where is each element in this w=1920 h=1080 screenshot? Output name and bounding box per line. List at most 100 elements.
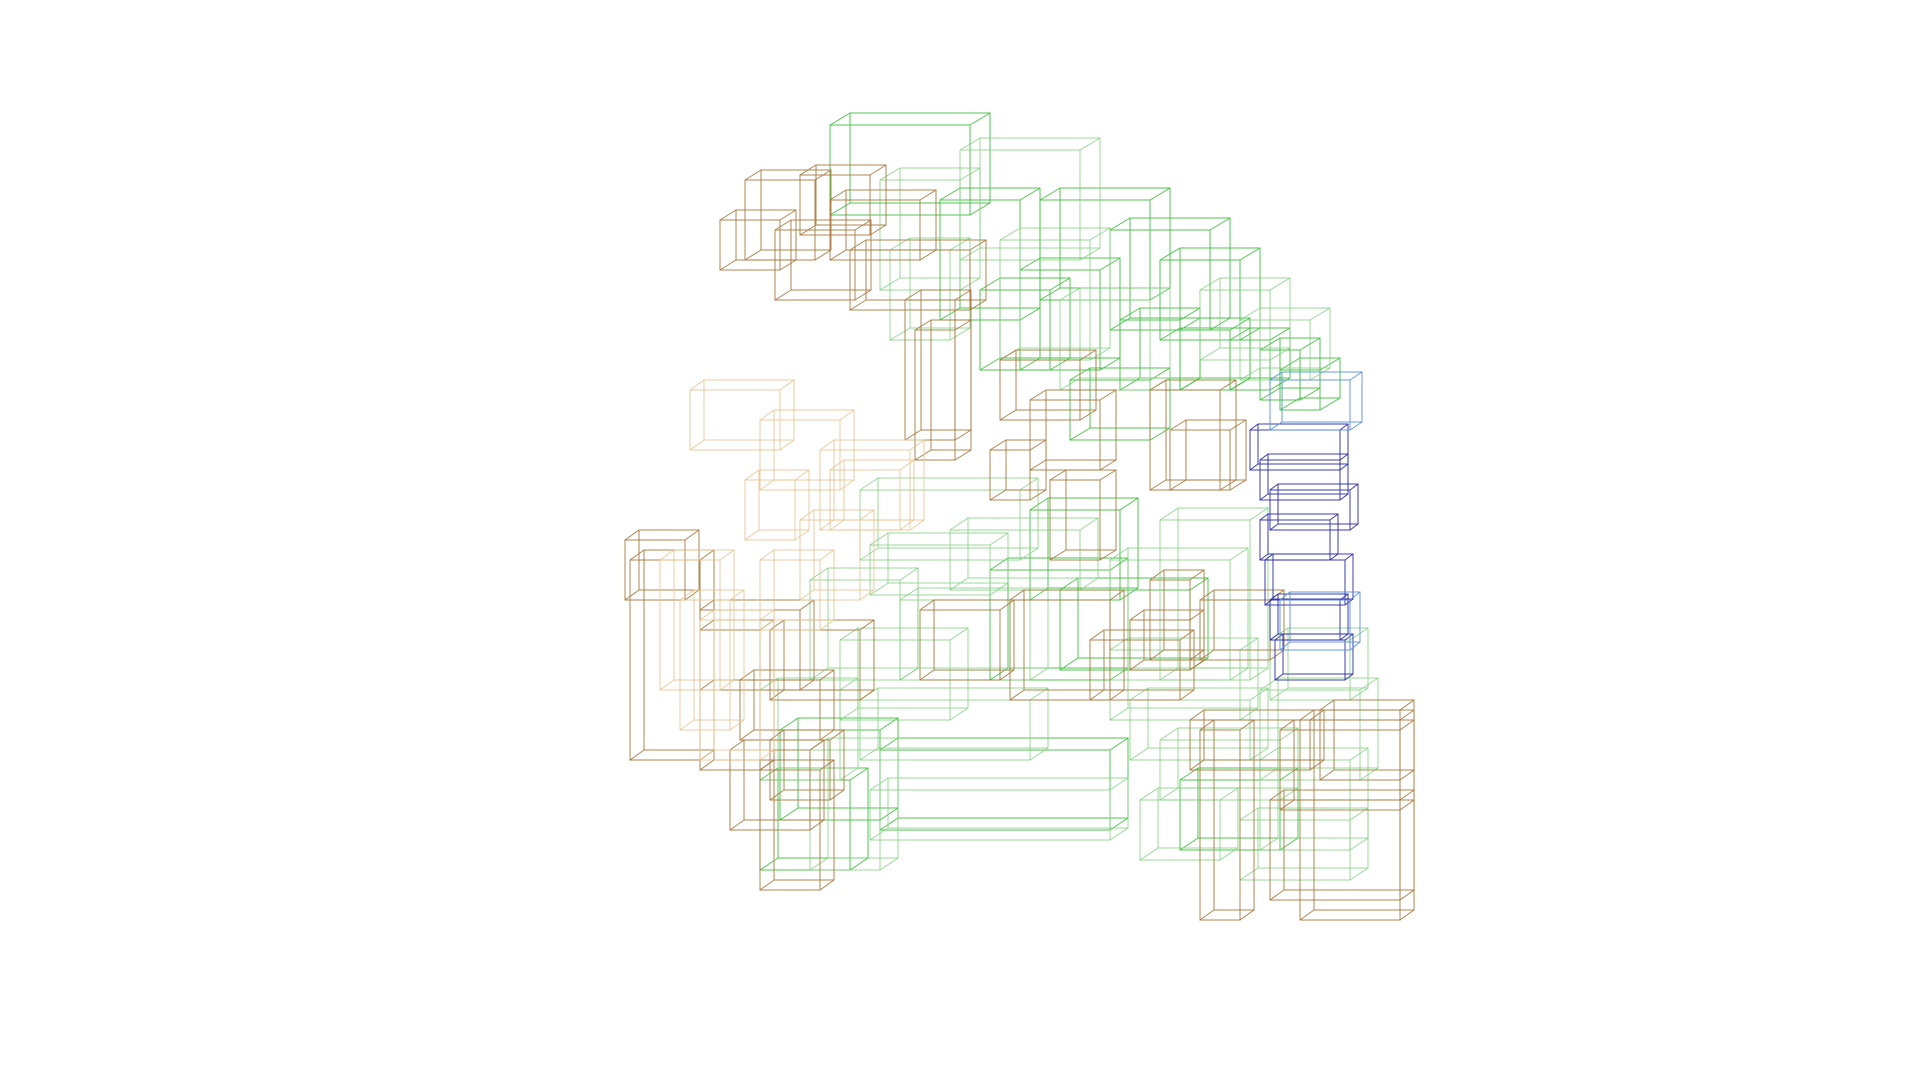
- box-edge: [1109, 777, 1129, 791]
- box-front-face: [744, 479, 796, 541]
- box-edge: [1399, 799, 1415, 811]
- box-back-face: [815, 164, 887, 226]
- wireframe-box: [1269, 483, 1359, 531]
- box-edge: [1239, 307, 1261, 321]
- box-edge: [1179, 689, 1195, 701]
- box-edge: [1049, 277, 1071, 291]
- box-edge: [869, 777, 889, 791]
- box-back-face: [1005, 439, 1047, 491]
- box-edge: [699, 599, 715, 611]
- wireframe-box: [1269, 789, 1415, 901]
- wireframe-box: [809, 567, 919, 681]
- box-edge: [719, 679, 735, 691]
- box-front-face: [659, 559, 721, 691]
- box-edge: [769, 729, 785, 741]
- box-edge: [769, 789, 785, 801]
- box-back-face: [1272, 553, 1354, 600]
- box-edge: [879, 857, 899, 871]
- box-edge: [919, 249, 937, 261]
- wireframe-box: [1259, 677, 1379, 781]
- box-edge: [1229, 667, 1249, 681]
- box-edge: [1019, 547, 1039, 561]
- box-edge: [1099, 357, 1121, 371]
- box-edge: [859, 689, 875, 701]
- box-edge: [689, 379, 705, 391]
- box-edge: [659, 549, 675, 561]
- wireframe-box: [1049, 469, 1117, 561]
- box-edge: [949, 627, 969, 641]
- box-edge: [869, 164, 887, 176]
- box-edge: [1099, 389, 1117, 401]
- box-front-face: [1264, 559, 1346, 606]
- box-front-face: [1259, 459, 1341, 501]
- box-edge: [799, 589, 815, 601]
- box-edge: [1309, 367, 1331, 381]
- box-edge: [819, 759, 835, 771]
- box-edge: [859, 547, 879, 561]
- wireframe-box: [1259, 453, 1349, 501]
- box-edge: [809, 739, 825, 751]
- box-edge: [774, 219, 792, 231]
- box-edge: [869, 532, 889, 546]
- wireframe-box: [919, 599, 1015, 681]
- wireframe-box: [989, 557, 1129, 681]
- box-edge: [759, 409, 775, 421]
- box-edge: [779, 717, 799, 731]
- box-edge: [1149, 379, 1167, 391]
- box-back-face: [790, 219, 872, 291]
- box-edge: [1399, 709, 1415, 721]
- box-edge: [1059, 577, 1079, 591]
- box-edge: [859, 477, 879, 491]
- box-back-face: [1177, 507, 1269, 669]
- box-front-face: [879, 179, 961, 291]
- box-edge: [1344, 553, 1354, 561]
- box-back-face: [1077, 577, 1209, 659]
- box-edge: [1169, 419, 1187, 431]
- box-back-face: [827, 567, 919, 669]
- box-front-face: [919, 609, 1001, 681]
- box-front-face: [1139, 799, 1221, 861]
- wireframe-box: [879, 167, 981, 291]
- wireframe-box: [979, 277, 1071, 371]
- box-edge: [699, 549, 715, 561]
- box-edge: [959, 167, 981, 181]
- wireframe-box: [899, 587, 1049, 681]
- wireframe-box: [629, 549, 715, 761]
- box-edge: [744, 249, 762, 261]
- wireframe-box: [1249, 423, 1349, 471]
- box-edge: [1279, 591, 1291, 601]
- box-front-face: [759, 769, 821, 891]
- box-front-face: [1259, 759, 1351, 851]
- box-edge: [659, 679, 675, 691]
- box-edge: [1169, 479, 1187, 491]
- box-back-face: [1197, 767, 1299, 839]
- box-edge: [1279, 799, 1295, 811]
- box-edge: [1029, 667, 1049, 681]
- box-edge: [1109, 827, 1129, 841]
- box-edge: [1349, 867, 1369, 881]
- box-edge: [1249, 423, 1259, 431]
- box-edge: [1239, 807, 1259, 821]
- box-edge: [1349, 641, 1361, 651]
- box-front-face: [1279, 599, 1351, 651]
- box-edge: [1239, 719, 1255, 731]
- box-edge: [819, 619, 835, 631]
- wireframe-box: [1129, 687, 1269, 761]
- box-edge: [1109, 737, 1129, 751]
- box-edge: [1249, 463, 1259, 471]
- box-edge: [914, 449, 932, 461]
- box-edge: [814, 249, 832, 261]
- box-back-face: [1065, 469, 1117, 551]
- box-edge: [1179, 317, 1201, 331]
- box-back-face: [777, 677, 859, 769]
- box-edge: [689, 439, 705, 451]
- box-edge: [1269, 687, 1289, 701]
- box-edge: [1259, 553, 1269, 561]
- box-front-face: [1149, 389, 1221, 491]
- box-edge: [1139, 787, 1159, 801]
- wireframe-box: [1239, 807, 1369, 881]
- box-edge: [809, 567, 829, 581]
- box-edge: [1349, 421, 1363, 431]
- box-back-face: [1213, 589, 1285, 651]
